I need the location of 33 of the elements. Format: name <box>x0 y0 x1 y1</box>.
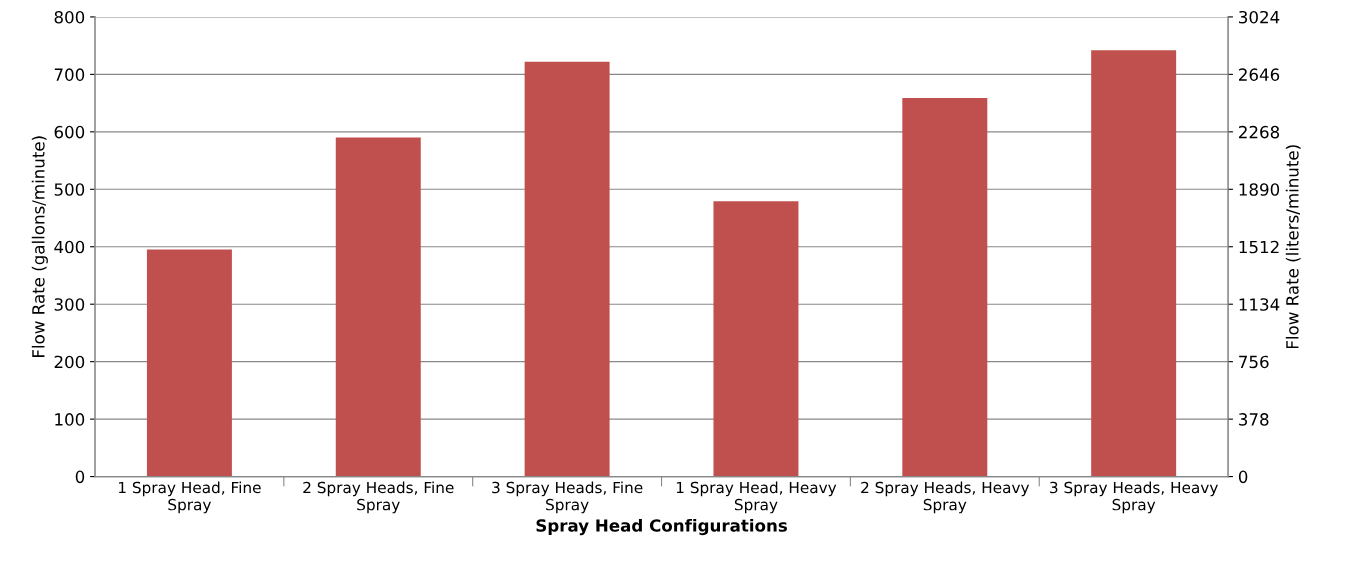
x-tick-label: 2 Spray Heads, Fine Spray <box>303 481 454 514</box>
y2-tick-label: 0 <box>1238 470 1248 484</box>
y2-tick-label: 756 <box>1239 355 1269 369</box>
y-tick-label: 500 <box>54 183 85 196</box>
bar <box>1091 50 1177 477</box>
y-axis-title: Flow Rate (gallons/minute) <box>31 136 48 357</box>
y2-tick-label: 2646 <box>1239 68 1280 81</box>
x-tick-label: 2 Spray Heads, Heavy Spray <box>861 481 1030 514</box>
x-tick-label: 3 Spray Heads, Heavy Spray <box>1050 481 1218 514</box>
y-tick-label: 200 <box>54 355 85 369</box>
x-tick-label: 1 Spray Head, Heavy Spray <box>676 481 837 514</box>
y2-tick-label: 1512 <box>1239 240 1279 254</box>
y2-tick-label: 2268 <box>1239 125 1280 139</box>
y2-tick-label: 1134 <box>1239 298 1280 311</box>
y2-tick-label: 378 <box>1239 413 1269 426</box>
y-tick-label: 400 <box>54 240 85 254</box>
x-axis-title: Spray Head Configurations <box>536 518 787 536</box>
x-tick-label: 1 Spray Head, Fine Spray <box>119 481 261 514</box>
x-tick-label: 3 Spray Heads, Fine Spray <box>492 481 643 514</box>
y2-axis-title: Flow Rate (liters/minute) <box>1285 145 1301 349</box>
bar <box>524 61 610 477</box>
y-tick-label: 300 <box>54 298 85 311</box>
bar <box>146 249 232 477</box>
bar <box>335 137 421 477</box>
y-tick-label: 100 <box>55 413 85 426</box>
y-tick-label: 600 <box>54 125 85 139</box>
bar <box>902 97 988 477</box>
bar <box>713 201 799 477</box>
y2-tick-label: 1890 <box>1239 183 1280 196</box>
y-tick-label: 0 <box>75 470 85 484</box>
y-tick-label: 700 <box>54 68 85 81</box>
y2-tick-label: 3024 <box>1239 10 1280 24</box>
y-tick-label: 800 <box>54 10 85 24</box>
